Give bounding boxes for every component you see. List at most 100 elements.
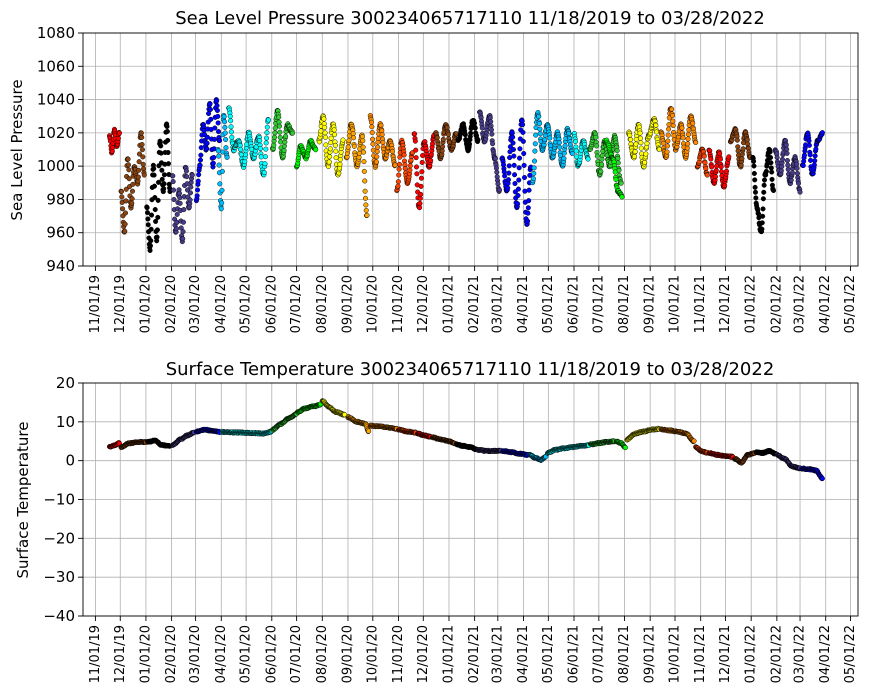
x-tick-label: 11/01/19: [88, 275, 103, 333]
data-point: [638, 140, 644, 146]
data-point: [439, 148, 445, 154]
data-point: [370, 141, 376, 147]
data-point: [619, 194, 625, 200]
data-point: [148, 226, 154, 232]
data-point: [152, 195, 158, 201]
series-5: [215, 112, 230, 212]
data-point: [170, 179, 176, 185]
data-point: [366, 428, 372, 434]
data-point: [511, 162, 517, 168]
data-point: [656, 146, 662, 152]
data-point: [219, 200, 225, 206]
y-tick-label: −20: [43, 529, 75, 547]
data-point: [360, 144, 366, 150]
data-point: [806, 142, 812, 148]
data-point: [717, 156, 723, 162]
data-point: [328, 140, 334, 146]
data-point: [215, 120, 221, 126]
data-point: [665, 132, 671, 138]
data-point: [216, 153, 222, 159]
data-point: [321, 116, 327, 122]
data-point: [531, 165, 537, 171]
series-28: [772, 137, 803, 195]
y-tick-label: 20: [56, 374, 75, 392]
data-point: [492, 156, 498, 162]
data-point: [812, 158, 818, 164]
x-tick-label: 03/01/22: [793, 275, 808, 333]
data-point: [768, 165, 774, 171]
surface-temperature-panel: Surface Temperature 300234065717110 11/1…: [14, 359, 859, 683]
data-point: [533, 132, 539, 138]
series-4: [193, 426, 223, 436]
data-point: [572, 138, 579, 145]
data-point: [151, 172, 157, 178]
x-tick-label: 12/01/19: [113, 625, 128, 683]
x-tick-label: 03/01/22: [793, 625, 808, 683]
data-point: [614, 148, 620, 154]
data-point: [569, 151, 575, 157]
x-tick-label: 06/01/21: [566, 275, 581, 333]
data-point: [779, 156, 785, 162]
data-point: [664, 149, 670, 155]
data-point: [159, 167, 165, 173]
x-tick-label: 09/01/20: [340, 625, 355, 683]
x-tick-label: 06/01/20: [264, 625, 279, 683]
data-point: [215, 148, 221, 154]
y-tick-label: 1080: [37, 24, 75, 42]
data-point: [467, 141, 473, 147]
data-point: [537, 131, 543, 137]
data-point: [509, 130, 515, 136]
data-point: [223, 136, 229, 143]
data-point: [140, 154, 146, 160]
x-tick-label: 01/01/22: [744, 625, 759, 683]
data-point: [332, 132, 338, 138]
y-tick-label: 1000: [37, 157, 75, 175]
series-1: [118, 438, 149, 451]
data-point: [194, 193, 200, 199]
data-point: [413, 164, 420, 170]
data-point: [735, 148, 741, 154]
data-point: [417, 205, 423, 211]
data-point: [170, 173, 176, 179]
data-point: [378, 122, 384, 128]
data-point: [283, 133, 289, 139]
x-tick-label: 10/01/21: [668, 275, 683, 333]
data-point: [136, 151, 143, 157]
x-tick-label: 01/01/21: [441, 275, 456, 333]
data-point: [264, 130, 270, 136]
data-point: [440, 144, 446, 150]
data-point: [412, 138, 418, 144]
data-point: [333, 148, 339, 154]
x-tick-label: 05/01/21: [541, 625, 556, 683]
series-16: [500, 448, 531, 458]
data-point: [684, 145, 690, 151]
data-point: [195, 187, 201, 193]
data-point: [184, 174, 190, 180]
data-point: [228, 129, 234, 135]
series-20: [613, 438, 628, 451]
data-point: [373, 159, 379, 165]
data-point: [515, 193, 521, 199]
data-point: [760, 206, 766, 212]
x-tick-label: 01/01/20: [138, 625, 153, 683]
data-point: [153, 218, 159, 224]
data-point: [753, 195, 759, 201]
series-25: [706, 147, 732, 190]
series-2: [145, 437, 173, 449]
data-point: [276, 114, 282, 120]
data-point: [346, 137, 352, 144]
x-tick-label: 12/01/21: [718, 275, 733, 333]
data-point: [161, 181, 167, 187]
data-point: [363, 202, 369, 208]
data-point: [806, 138, 812, 144]
data-point: [664, 143, 670, 149]
data-point: [289, 130, 296, 136]
data-point: [125, 156, 131, 162]
data-point: [154, 234, 160, 240]
data-point: [751, 158, 757, 164]
data-point: [494, 169, 500, 175]
data-point: [180, 236, 186, 242]
x-tick-label: 11/01/19: [88, 625, 103, 683]
data-point: [396, 166, 402, 172]
data-point: [380, 139, 386, 145]
